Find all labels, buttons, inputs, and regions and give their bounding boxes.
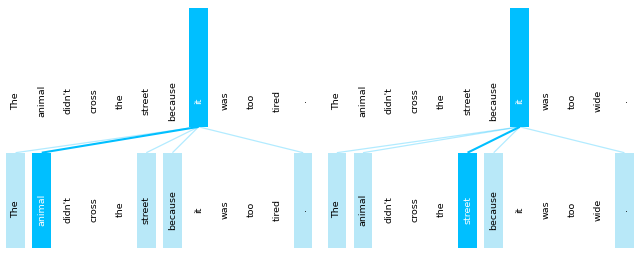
Text: .: . [620,208,629,211]
Text: didn't: didn't [63,196,72,223]
Text: too: too [568,202,577,217]
Text: too: too [246,93,255,109]
Text: tired: tired [273,90,282,112]
Text: street: street [142,87,151,115]
Text: street: street [142,196,151,224]
Text: it: it [194,206,203,213]
Text: because: because [489,81,498,121]
Text: The: The [332,201,341,218]
Text: because: because [168,81,177,121]
Text: didn't: didn't [63,88,72,114]
Bar [32,153,51,248]
Bar [484,153,503,248]
Text: cross: cross [411,197,420,222]
Bar [458,153,477,248]
Bar [137,153,156,248]
Text: animal: animal [37,85,46,117]
Text: too: too [568,93,577,109]
Text: .: . [299,208,308,211]
Text: was: was [541,92,550,110]
Text: the: the [437,202,446,218]
Text: wide: wide [594,199,603,221]
Text: the: the [116,93,125,109]
Text: tired: tired [273,199,282,221]
Text: animal: animal [37,194,46,226]
Bar [294,153,312,248]
Bar [328,153,346,248]
Text: The: The [332,92,341,110]
Text: cross: cross [411,89,420,113]
Text: was: was [541,200,550,219]
Text: .: . [620,100,629,102]
Bar [615,153,634,248]
Text: it: it [515,206,524,213]
Text: .: . [299,100,308,102]
Text: didn't: didn't [385,196,394,223]
Bar [511,8,529,127]
Text: didn't: didn't [385,88,394,114]
Text: cross: cross [90,197,99,222]
Bar [6,153,25,248]
Bar [163,153,182,248]
Text: because: because [489,190,498,230]
Text: animal: animal [358,85,367,117]
Text: was: was [220,200,229,219]
Text: it: it [194,98,203,104]
Text: The: The [11,201,20,218]
Text: The: The [11,92,20,110]
Text: street: street [463,87,472,115]
Text: the: the [116,202,125,218]
Text: because: because [168,190,177,230]
Text: animal: animal [358,194,367,226]
Text: wide: wide [594,90,603,112]
Text: street: street [463,196,472,224]
Text: the: the [437,93,446,109]
Bar [189,8,208,127]
Text: was: was [220,92,229,110]
Bar [353,153,372,248]
Text: too: too [246,202,255,217]
Text: it: it [515,98,524,104]
Text: cross: cross [90,89,99,113]
